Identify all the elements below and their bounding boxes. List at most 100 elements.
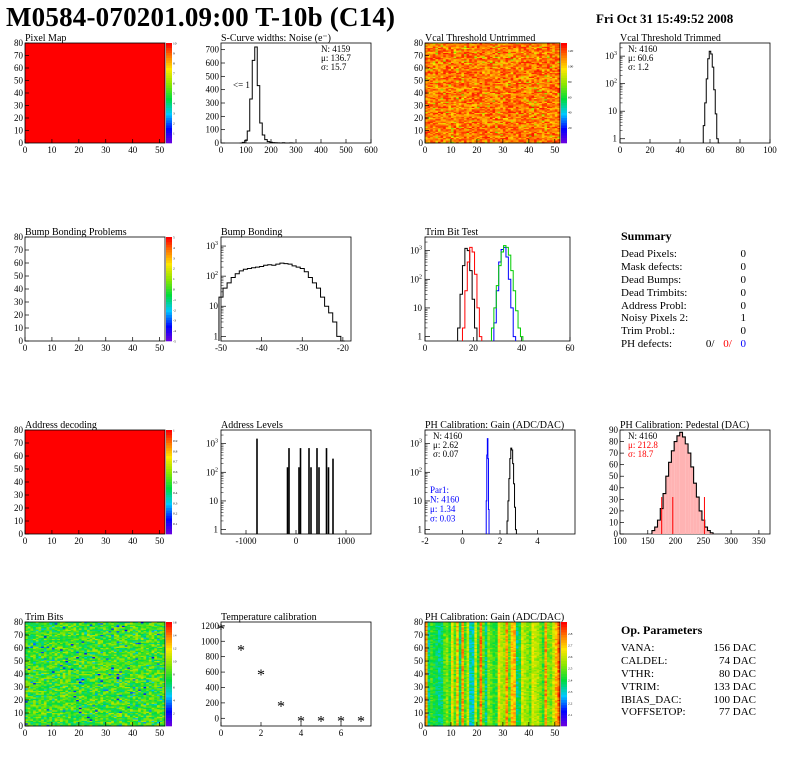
palette-band xyxy=(166,526,172,529)
x-tick-label: 30 xyxy=(498,145,508,155)
y-tick-label: 0 xyxy=(19,138,24,148)
chart-title: Bump Bonding Problems xyxy=(25,227,127,238)
y-tick-label: 10 xyxy=(413,496,423,506)
palette-tick: 0 xyxy=(173,288,175,292)
palette-band xyxy=(166,498,172,501)
y-tick-label: 50 xyxy=(14,464,24,474)
chart-title: Address decoding xyxy=(25,420,97,431)
palette-tick: 0.1 xyxy=(173,522,178,526)
palette-band xyxy=(166,78,172,81)
y-tick-label: 80 xyxy=(414,38,424,48)
x-tick-label: -20 xyxy=(337,343,349,353)
x-tick-label: 40 xyxy=(128,343,138,353)
y-tick-label: 60 xyxy=(414,63,424,73)
palette-band xyxy=(166,472,172,475)
palette-band xyxy=(166,111,172,114)
y-tick-label: 0 xyxy=(215,138,220,148)
palette-tick: -3 xyxy=(173,319,176,323)
y-tick-label: 20 xyxy=(14,310,24,320)
x-tick-label: 4 xyxy=(535,536,540,546)
y-tick-label: 20 xyxy=(414,113,424,123)
palette-tick: 0.3 xyxy=(173,501,178,505)
y-tick-label: 10 xyxy=(14,323,24,333)
histogram-series xyxy=(507,448,516,534)
palette-band xyxy=(166,51,172,54)
y-tick-label: 40 xyxy=(414,88,424,98)
palette-band xyxy=(166,61,172,64)
y-tick-exponent: 2 xyxy=(215,271,218,277)
x-tick-label: 50 xyxy=(155,343,165,353)
y-tick-label: 10 xyxy=(414,126,424,136)
plot-frame xyxy=(425,237,570,341)
palette-band xyxy=(561,121,567,124)
palette-band xyxy=(561,51,567,54)
palette-band xyxy=(166,131,172,134)
palette-band xyxy=(561,83,567,86)
palette-band xyxy=(166,435,172,438)
palette-tick: 0.9 xyxy=(173,439,178,443)
y-tick-label: 10 xyxy=(14,516,24,526)
palette-band xyxy=(166,260,172,263)
palette-band xyxy=(561,118,567,121)
chart-title: Bump Bonding xyxy=(221,227,282,238)
palette-band xyxy=(166,531,172,534)
y-tick-label: 50 xyxy=(14,76,24,86)
palette-band xyxy=(561,71,567,74)
palette-band xyxy=(561,108,567,111)
palette-band xyxy=(166,93,172,96)
palette-tick: -2 xyxy=(173,308,176,312)
x-tick-label: 10 xyxy=(47,536,57,546)
palette-band xyxy=(166,492,172,495)
histogram-bar xyxy=(685,444,688,534)
x-tick-label: 0 xyxy=(23,145,28,155)
x-tick-label: 10 xyxy=(446,145,456,155)
x-tick-label: 0 xyxy=(423,343,428,353)
x-tick-label: 0 xyxy=(423,145,428,155)
y-tick-label: 0 xyxy=(614,529,619,539)
histogram-series xyxy=(491,246,522,341)
palette-band xyxy=(166,86,172,89)
x-tick-label: 40 xyxy=(128,145,138,155)
y-tick-exponent: 2 xyxy=(614,79,617,85)
y-tick-label: 40 xyxy=(14,284,24,294)
palette-band xyxy=(166,101,172,104)
y-tick-label: 102 xyxy=(206,467,218,477)
y-tick-label: 200 xyxy=(206,111,220,121)
palette-band xyxy=(166,91,172,94)
palette-band xyxy=(561,113,567,116)
y-tick-label: 30 xyxy=(14,297,24,307)
palette-band xyxy=(166,63,172,66)
stats-line: σ: 0.07 xyxy=(433,449,459,459)
palette-band xyxy=(561,91,567,94)
y-tick-label: 103 xyxy=(410,246,422,256)
stats-line-blue: Par1: xyxy=(430,485,449,495)
palette-tick: 5 xyxy=(173,236,175,240)
y-tick-label: 80 xyxy=(14,38,24,48)
y-tick-label: 102 xyxy=(206,271,218,281)
palette-band xyxy=(166,53,172,56)
palette-tick: 2 xyxy=(173,122,175,126)
palette-tick: 120 xyxy=(568,49,574,53)
palette-band xyxy=(561,126,567,129)
palette-band xyxy=(166,68,172,71)
chart-address-levels: Address Levels-1000 0 1000110102103 xyxy=(206,420,371,546)
y-tick-label: 50 xyxy=(609,471,619,481)
palette-band xyxy=(166,451,172,454)
palette-band xyxy=(561,96,567,99)
heatmap-fill xyxy=(25,43,165,143)
palette-tick: 10 xyxy=(173,42,177,46)
palette-band xyxy=(166,56,172,59)
palette-band xyxy=(166,500,172,503)
y-tick-label: 20 xyxy=(609,506,619,516)
chart-title: Vcal Threshold Trimmed xyxy=(620,33,721,44)
x-tick-label: 200 xyxy=(669,536,683,546)
palette-band xyxy=(166,76,172,79)
x-tick-label: 30 xyxy=(101,536,111,546)
x-tick-label: 20 xyxy=(472,145,482,155)
palette-band xyxy=(561,98,567,101)
histogram-bar xyxy=(680,432,683,534)
palette-band xyxy=(561,128,567,131)
x-tick-label: -1000 xyxy=(236,536,257,546)
histogram-series xyxy=(486,439,489,534)
palette-tick: 80 xyxy=(568,80,572,84)
